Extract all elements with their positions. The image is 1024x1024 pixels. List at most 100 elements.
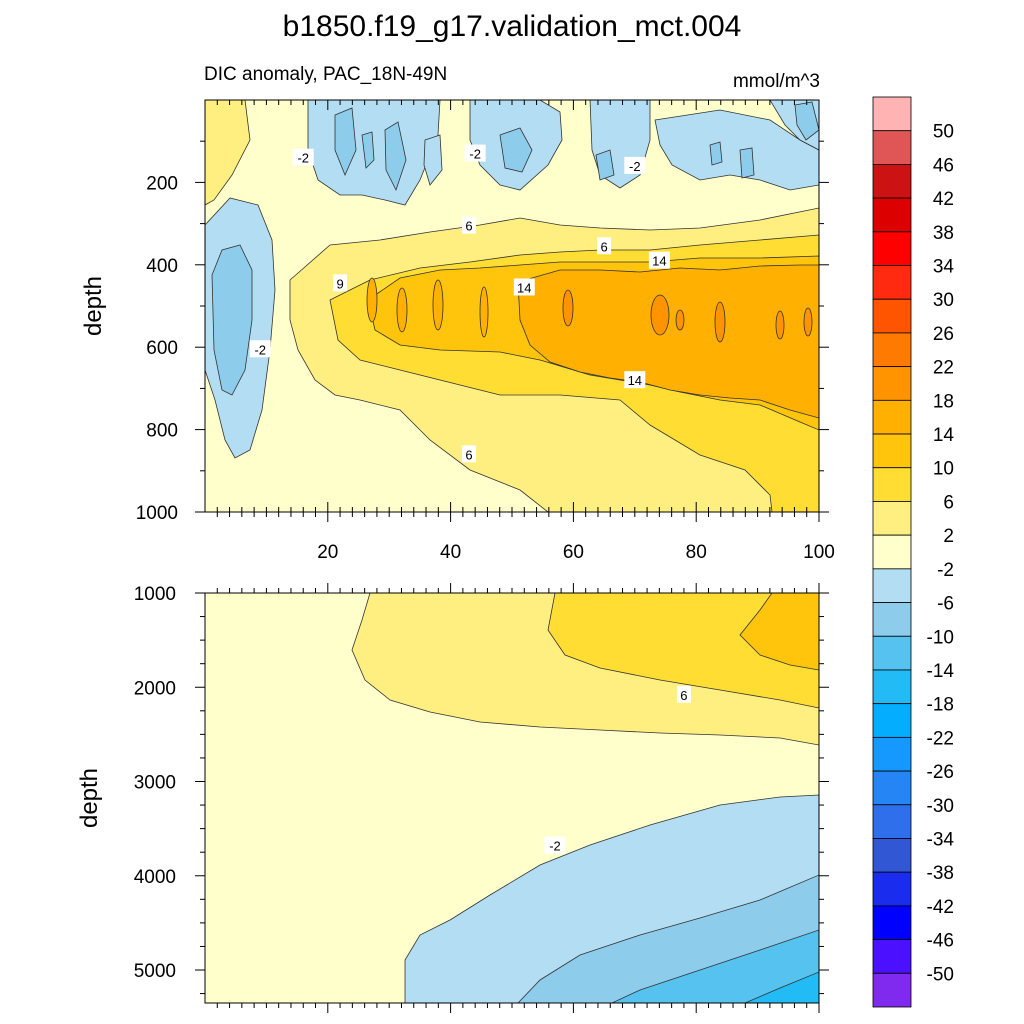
colorbar-swatch xyxy=(872,871,912,907)
colorbar-swatch xyxy=(872,231,912,266)
top-fill-18-spot xyxy=(432,279,444,331)
colorbar-label: -2 xyxy=(937,560,954,581)
upper-y-axis-label: depth xyxy=(80,276,107,336)
contour-label-bg xyxy=(462,445,477,463)
y-tick-label: 600 xyxy=(146,338,178,359)
colorbar-swatch xyxy=(872,467,912,502)
contour-label: 14 xyxy=(628,373,642,388)
x-tick-label: 80 xyxy=(686,542,707,563)
y-tick-label: 1000 xyxy=(136,503,178,524)
colorbar-label: -42 xyxy=(927,897,954,918)
y-tick-label: 3000 xyxy=(134,773,176,794)
colorbar-swatch xyxy=(872,770,912,806)
y-tick-label: 2000 xyxy=(134,678,176,699)
upper-x-axis: 20 40 60 80 100 xyxy=(216,100,835,563)
contour-label-bg xyxy=(597,237,612,255)
colorbar-label: -38 xyxy=(927,863,954,884)
y-tick-label: 800 xyxy=(146,421,178,442)
top-fill-neg-surface xyxy=(361,131,375,169)
contour-label: 9 xyxy=(336,276,343,291)
top-fill-neg-surface xyxy=(739,147,755,179)
contour-label-bg xyxy=(624,371,646,389)
contour-label: -2 xyxy=(469,147,481,162)
x-tick-label: 60 xyxy=(563,542,584,563)
bot-fill-neg-10 xyxy=(611,929,819,1003)
top-fill-22-spot xyxy=(650,294,670,336)
contour-label-bg xyxy=(464,144,486,162)
lower-x-axis xyxy=(216,583,820,1013)
contour-label-bg xyxy=(292,148,314,166)
upper-y-axis: 200 400 600 800 1000 xyxy=(136,140,829,524)
top-fill-22-spot xyxy=(775,310,785,340)
colorbar-label: -6 xyxy=(937,594,954,615)
colorbar-swatch xyxy=(872,96,912,132)
lower-y-axis: 1000 2000 3000 4000 5000 xyxy=(134,584,829,995)
contour-label-bg xyxy=(624,156,646,174)
x-tick-label: 100 xyxy=(803,542,835,563)
colorbar-swatch xyxy=(872,366,912,401)
colorbar-swatch xyxy=(872,399,912,435)
lower-contour-labels: 6 -2 xyxy=(544,685,691,854)
colorbar-swatch xyxy=(872,972,912,1008)
colorbar-label: 2 xyxy=(943,526,954,547)
top-fill-22-spot xyxy=(675,309,685,331)
colorbar-label: 18 xyxy=(933,391,954,412)
colorbar-swatch xyxy=(872,298,912,334)
y-tick-label: 200 xyxy=(146,173,178,194)
colorbar-swatch xyxy=(872,164,912,199)
colorbar-swatch xyxy=(872,534,912,570)
contour-label: 14 xyxy=(517,280,531,295)
colorbar-label: -50 xyxy=(927,964,954,985)
colorbar-label: -10 xyxy=(927,627,954,648)
colorbar-label: -34 xyxy=(927,829,955,850)
colorbar-swatch xyxy=(872,197,912,233)
bot-fill-10-14 xyxy=(739,593,819,671)
top-fill-neg-surface xyxy=(384,121,407,192)
bot-fill-neg-14 xyxy=(744,971,819,1003)
colorbar-swatch xyxy=(872,568,912,603)
colorbar-label: 42 xyxy=(933,189,954,210)
upper-contour-labels: -2 -2 -2 6 6 14 9 14 -2 14 6 xyxy=(249,144,670,463)
contour-label: -2 xyxy=(254,342,266,357)
contour-label: 6 xyxy=(465,219,472,234)
units-label: mmol/m^3 xyxy=(733,71,820,92)
contour-label: -2 xyxy=(297,151,309,166)
contour-label: 6 xyxy=(600,239,607,254)
colorbar-swatch xyxy=(872,265,912,300)
colorbar-label: -22 xyxy=(927,728,954,749)
contour-label-bg xyxy=(462,216,477,234)
top-fill-surface-2-6 xyxy=(205,100,251,206)
top-fill-neg-surface xyxy=(499,127,533,173)
top-fill-neg-core xyxy=(211,244,253,396)
contour-label-bg xyxy=(249,340,271,358)
colorbar-swatch xyxy=(872,433,912,469)
colorbar: 50 46 42 38 34 30 26 22 18 14 10 6 2 -2 -6 -10 -14 -18 -22… xyxy=(872,96,955,1008)
top-fill-neg-surface xyxy=(654,109,819,191)
contour-label-bg xyxy=(676,685,691,703)
colorbar-label: -26 xyxy=(927,762,954,783)
x-tick-label: 40 xyxy=(440,542,461,563)
colorbar-label: -14 xyxy=(927,661,955,682)
colorbar-label: 14 xyxy=(933,425,955,446)
colorbar-swatch xyxy=(872,838,912,873)
top-fill-18-spot xyxy=(366,277,378,323)
colorbar-label: 46 xyxy=(933,155,954,176)
colorbar-label: 34 xyxy=(933,257,955,278)
colorbar-label: -30 xyxy=(927,796,954,817)
top-fill-neg-surface xyxy=(595,149,615,181)
y-tick-label: 4000 xyxy=(134,867,176,888)
lower-y-axis-label: depth xyxy=(76,768,103,828)
lower-panel-contours xyxy=(205,593,819,1003)
top-fill-22-spot xyxy=(562,289,574,327)
colorbar-swatch xyxy=(872,130,912,165)
y-tick-label: 5000 xyxy=(134,961,176,982)
contour-label: 14 xyxy=(652,254,666,269)
colorbar-label: 50 xyxy=(933,122,954,143)
colorbar-swatch xyxy=(872,703,912,738)
contour-label-bg xyxy=(513,278,535,296)
colorbar-label: 26 xyxy=(933,324,954,345)
contour-label: -2 xyxy=(629,159,641,174)
contour-label-bg xyxy=(648,251,670,269)
colorbar-swatch xyxy=(872,736,912,772)
colorbar-swatch xyxy=(872,332,912,368)
